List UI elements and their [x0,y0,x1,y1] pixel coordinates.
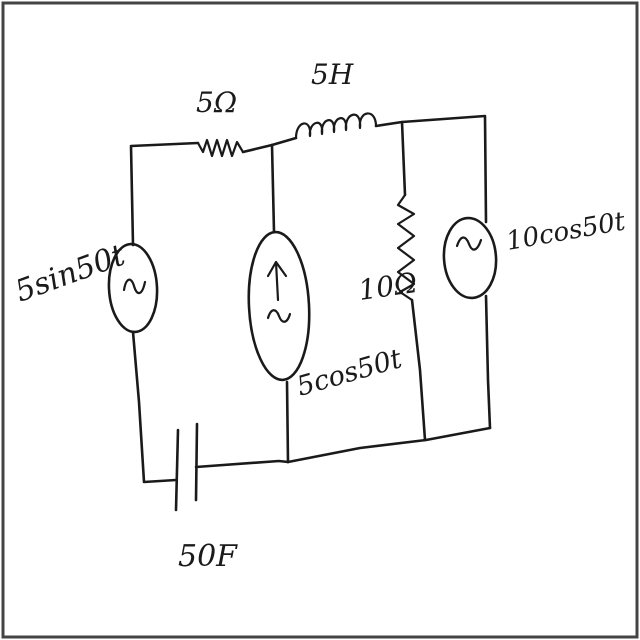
resistor-top [196,138,245,158]
label-capacitor: 50F [178,539,238,574]
capacitor-plate-left [174,428,180,512]
sine-icon [266,309,292,323]
label-resistor-right: 10Ω [356,266,419,307]
sine-icon [455,236,483,251]
sine-icon [122,278,147,295]
wire-bottom-middle [194,459,290,469]
source-middle [247,230,311,382]
wire-to-inductor [270,136,298,147]
source-left [107,242,159,334]
wire-middle-top [270,143,276,234]
capacitor-plate-right [194,422,199,502]
wire-left-bottom [131,330,178,484]
wire-resistor-right-top [400,120,407,197]
label-resistor-top: 5Ω [196,86,237,119]
resistor-right [396,193,416,302]
label-source-middle: 5cos50t [293,343,405,403]
wire-middle-bottom [285,380,290,464]
label-source-right: 10cos50t [504,206,628,257]
wire-top-left [129,141,200,247]
source-right [442,216,498,300]
wire-resistor-right-bottom [410,298,427,442]
wire-bottom-right [286,426,492,464]
label-inductor-top: 5H [311,58,354,91]
label-source-left: 5sin50t [11,237,131,309]
wire-right-source-bottom [484,294,492,430]
wire-top-right [374,114,488,224]
inductor-top [294,112,378,140]
arrow-up-icon [266,260,288,302]
wire-top-middle [241,143,274,154]
